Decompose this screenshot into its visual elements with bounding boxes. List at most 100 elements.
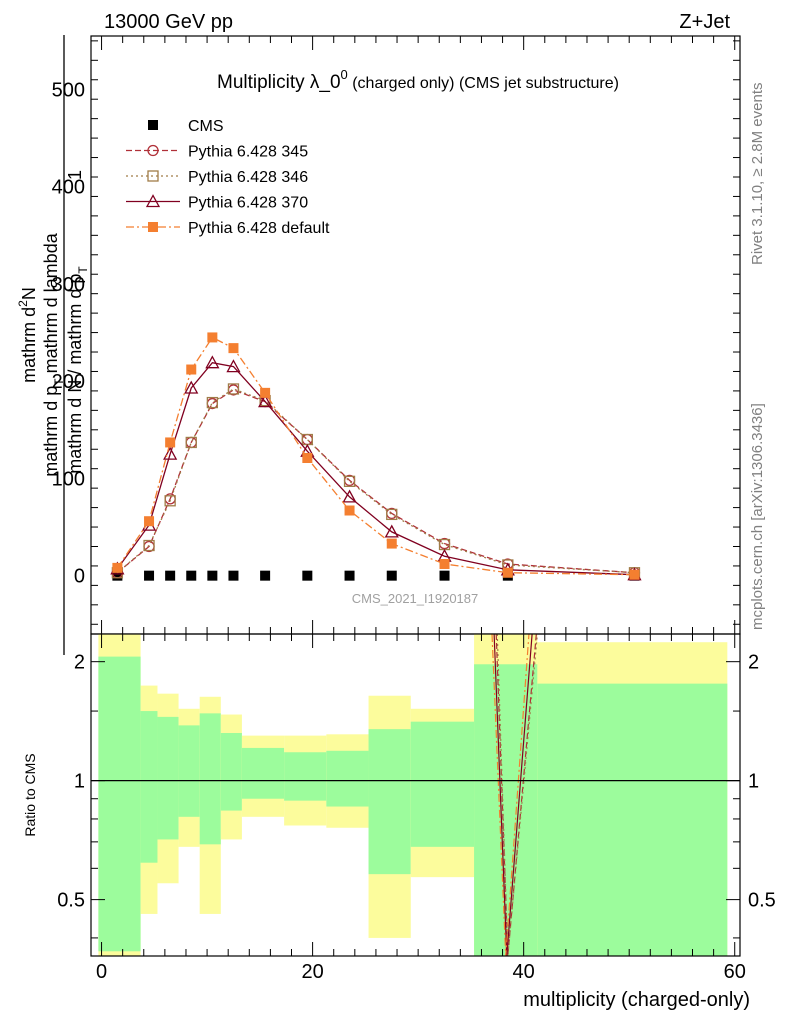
- ratio-xlabel: multiplicity (charged-only): [523, 989, 750, 1011]
- main-data-point: [206, 396, 219, 409]
- main-series-line: [116, 389, 635, 574]
- ratio-ytick-label-left: 0.5: [57, 890, 85, 912]
- main-data-point: [226, 359, 241, 373]
- main-data-point: [302, 453, 313, 464]
- ratio-frame: [90, 633, 741, 957]
- main-ytick-label: 300: [52, 274, 85, 296]
- main-data-point: [163, 446, 178, 460]
- main-ytick-label: 200: [52, 371, 85, 393]
- main-data-point: [502, 567, 513, 578]
- main-data-point: [228, 570, 239, 581]
- main-data-point: [112, 570, 123, 581]
- ratio-band-inner: [368, 729, 411, 875]
- main-series-line: [116, 362, 635, 576]
- main-data-point: [164, 495, 176, 507]
- ylabel-one: 1: [65, 170, 85, 180]
- main-ytick-label: 500: [52, 79, 85, 101]
- ylabel-denom: mathrm d N / mathrm d p: [65, 274, 85, 474]
- main-data-point: [260, 387, 271, 398]
- main-data-point: [344, 570, 355, 581]
- main-data-point: [386, 508, 398, 521]
- main-data-point: [260, 570, 271, 581]
- main-data-point: [439, 558, 450, 569]
- ratio-band-inner: [326, 750, 369, 807]
- main-title: Multiplicity λ_00 (charged only) (CMS je…: [217, 67, 619, 93]
- main-data-point: [386, 570, 397, 581]
- main-data-point: [301, 433, 313, 446]
- header-right: Z+Jet: [679, 11, 730, 33]
- ratio-ylabel: Ratio to CMS: [22, 753, 38, 836]
- ratio-band-inner: [474, 664, 538, 956]
- legend-label: CMS: [188, 118, 224, 135]
- ratio-ytick-label-left: 1: [74, 771, 85, 793]
- main-series-line: [116, 388, 635, 574]
- main-title-sup: 0: [341, 67, 348, 82]
- main-ytick-label: 400: [52, 177, 85, 199]
- main-data-point: [112, 562, 123, 573]
- ylabel-numer-sub: T: [52, 378, 66, 386]
- main-data-point: [227, 383, 240, 395]
- ratio-band-inner: [199, 713, 221, 845]
- ratio-band-inner: [140, 711, 158, 863]
- main-ylabel: mathrm d2N mathrm d pT mathrm d lambda 1…: [16, 35, 90, 655]
- legend-label: Pythia 6.428 346: [188, 169, 308, 186]
- main-panel: 0 100 200 300 400 500: [52, 35, 741, 635]
- ratio-ytick-label-right: 0.5: [748, 890, 776, 912]
- ratio-xtick-label: 40: [513, 961, 535, 983]
- header-left: 13000 GeV pp: [104, 11, 233, 33]
- main-data-point: [302, 570, 313, 581]
- legend-marker: [147, 170, 159, 182]
- main-data-point: [344, 505, 355, 516]
- main-data-point: [185, 436, 197, 449]
- main-data-point: [144, 516, 155, 527]
- legend-marker: [147, 144, 159, 157]
- ratio-xtick-label: 0: [96, 961, 107, 983]
- ratio-ytick-label-left: 2: [74, 652, 85, 674]
- main-data-point: [342, 489, 357, 503]
- legend-marker: [145, 194, 161, 208]
- main-data-point: [143, 539, 155, 552]
- ylabel-numer-1: mathrm d: [19, 307, 39, 383]
- ratio-band-inner: [178, 725, 200, 817]
- ratio-xtick-label: 60: [724, 961, 746, 983]
- main-ytick-label: 0: [74, 566, 85, 588]
- ratio-band-inner: [157, 716, 179, 840]
- main-data-point: [343, 475, 356, 487]
- main-data-point: [186, 364, 197, 375]
- ratio-band-inner: [537, 683, 728, 956]
- main-title-rest: (charged only) (CMS jet substructure): [348, 75, 619, 92]
- watermark: CMS_2021_I1920187: [352, 591, 479, 606]
- legend-marker: [148, 120, 158, 130]
- main-data-point: [184, 380, 199, 394]
- main-data-point: [207, 570, 218, 581]
- ratio-band-inner: [410, 721, 475, 847]
- legend: CMS Pythia 6.428 345 Pythia 6.428 346 Pythi…: [126, 118, 330, 237]
- ylabel-numer-3: mathrm d lambda: [41, 232, 61, 378]
- ylabel-numer-2: mathrm d p: [41, 386, 61, 477]
- ylabel-denom-sub: T: [76, 266, 90, 274]
- legend-label: Pythia 6.428 345: [188, 144, 308, 161]
- main-data-point: [165, 570, 176, 581]
- main-data-point: [205, 355, 220, 369]
- main-data-point: [228, 343, 239, 354]
- ratio-panel: 0.5 0.51 12 20 20 40 60: [57, 633, 776, 983]
- main-title-text: Multiplicity λ_0: [217, 72, 341, 93]
- mcplots-label: mcplots.cern.ch [arXiv:1306.3436]: [749, 403, 766, 630]
- main-data-point: [186, 570, 197, 581]
- main-data-point: [207, 332, 218, 343]
- ylabel-numer-n: N: [19, 287, 39, 300]
- main-data-point: [258, 394, 273, 408]
- ratio-band-inner: [241, 747, 285, 799]
- ratio-band-inner: [98, 656, 141, 952]
- main-data-point: [386, 538, 397, 549]
- ylabel-denominator: mathrm d N / mathrm d pT: [65, 266, 90, 474]
- ratio-ytick-label-right: 1: [748, 771, 759, 793]
- main-data-point: [439, 570, 450, 581]
- ratio-band-inner: [284, 752, 327, 801]
- ratio-xtick-label: 20: [301, 961, 323, 983]
- main-data-point: [629, 569, 640, 580]
- ylabel-numerator-2: mathrm d pT mathrm d lambda: [41, 232, 66, 476]
- main-data-point: [165, 437, 176, 448]
- main-ytick-label: 100: [52, 468, 85, 490]
